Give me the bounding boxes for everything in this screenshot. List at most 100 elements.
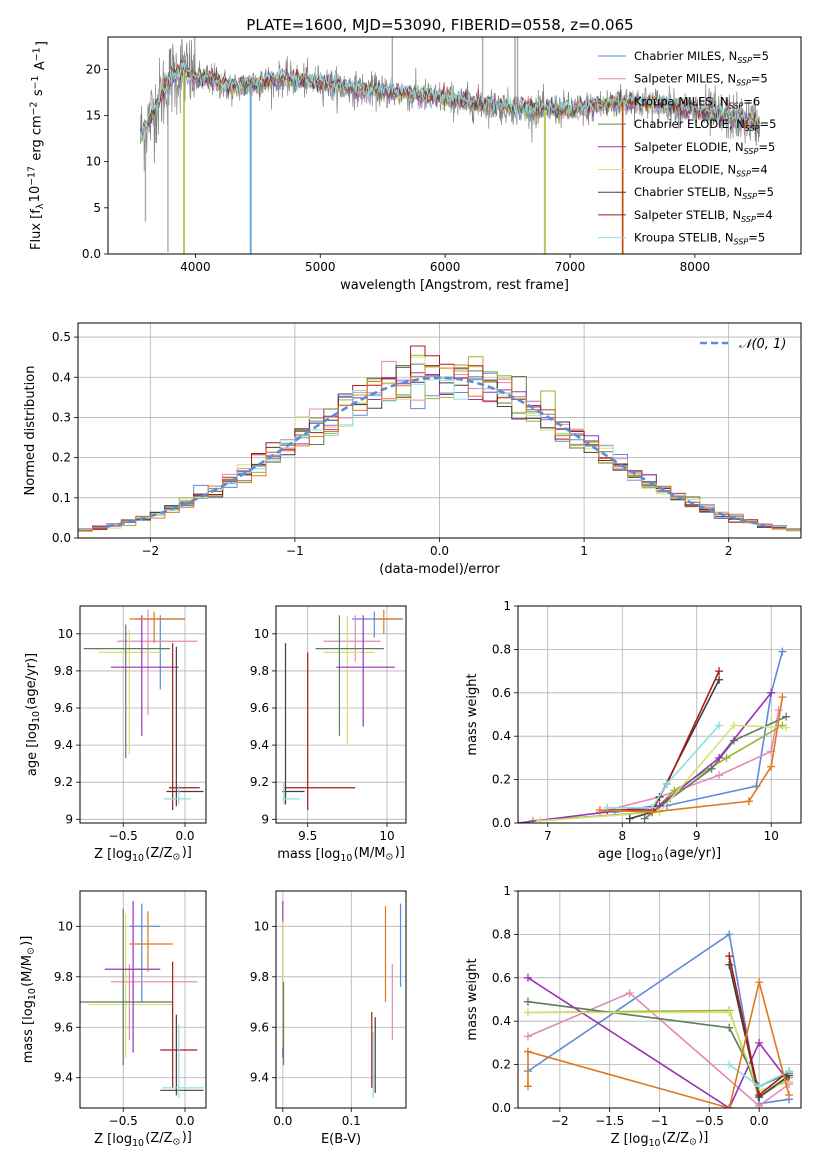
y-tick-label: 9.8: [250, 664, 269, 678]
errorbar-point: [88, 913, 173, 1058]
errorbar-point: [83, 624, 171, 759]
axes-border: [107, 36, 802, 255]
series-marker: [595, 805, 604, 814]
series-marker: [755, 978, 764, 987]
y-tick-label: 10: [254, 919, 269, 933]
axes-border: [79, 605, 207, 824]
series-line: [527, 1000, 790, 1088]
x-tick-label: 0.0: [430, 544, 449, 558]
series-line: [527, 981, 790, 1108]
y-axis-label: Flux [fλ 10−17 erg cm−2 s−1 A−1 ]: [27, 41, 50, 250]
axes-border: [77, 322, 802, 539]
x-tick-label: 8: [618, 829, 626, 843]
series-marker: [640, 814, 649, 823]
x-tick-label: −2: [551, 1114, 569, 1128]
x-axis-label: age [log10 (age/yr)]: [598, 846, 721, 864]
legend-label: Kroupa MILES, NSSP=6: [634, 94, 760, 110]
series-marker: [755, 1082, 764, 1091]
weight-vs-age-panel: 7 8 9 10 0.0 0.2 0.4 0.6 0.8 1 age [log10 (age/yr)…: [465, 599, 802, 864]
series-marker: [648, 808, 657, 817]
y-tick-label: 9.4: [250, 1071, 269, 1085]
x-tick-label: −0.5: [695, 1114, 724, 1128]
errorbar-point: [110, 615, 179, 736]
axes-frame: −0.5 0.0 9.4 9.6 9.8 10 Z [log10 (Z/Z⊙ )] mass …: [19, 890, 207, 1149]
errorbar-point: [168, 643, 200, 811]
series-marker: [744, 797, 753, 806]
x-axis-label: (data-model)/error: [379, 562, 500, 577]
y-tick-label: 0.8: [492, 927, 511, 941]
legend: 𝒩(0, 1): [700, 337, 786, 352]
axes-frame: 0.0 0.1 9.4 9.6 9.8 10 E(B-V): [250, 890, 407, 1147]
x-tick-label: −1: [286, 544, 304, 558]
plot-area: [80, 901, 204, 1098]
series-marker: [523, 973, 532, 982]
y-tick-label: 0.4: [52, 370, 71, 384]
legend-label: Salpeter MILES, NSSP=5: [634, 72, 768, 88]
y-axis-label: mass weight: [465, 958, 480, 1040]
series-marker: [778, 647, 787, 656]
legend-label: Chabrier MILES, NSSP=5: [634, 49, 769, 65]
plot-area: [282, 609, 403, 811]
plot-area: [83, 609, 204, 811]
y-tick-label: 0.2: [52, 451, 71, 465]
errorbar-point: [282, 782, 300, 805]
y-tick-label: 9: [65, 812, 73, 826]
x-tick-label: 4000: [180, 260, 211, 274]
plot-area: [282, 901, 402, 1098]
y-tick-label: 0.4: [492, 729, 511, 743]
x-axis-label: wavelength [Angstrom, rest frame]: [340, 278, 569, 293]
series-marker: [523, 1032, 532, 1041]
x-tick-label: 5000: [305, 260, 336, 274]
weight-series: [536, 721, 791, 823]
weight-series: [518, 688, 776, 823]
axes-frame: −2 −1 0.0 1 2 0.0 0.1 0.2 0.3 0.4 0.5 (data-model)/…: [23, 322, 802, 577]
series-line: [540, 724, 787, 822]
y-tick-label: 15: [86, 108, 101, 122]
plot-area: [78, 345, 801, 533]
errorbar-point: [315, 615, 384, 736]
y-tick-label: 9.2: [54, 775, 73, 789]
x-tick-label: 7: [544, 829, 552, 843]
series-marker: [715, 771, 724, 780]
y-tick-label: 0.0: [82, 247, 101, 261]
mass-vs-EBV-panel: 0.0 0.1 9.4 9.6 9.8 10 E(B-V): [250, 890, 407, 1147]
y-tick-label: 0.5: [52, 330, 71, 344]
y-tick-label: 10: [58, 627, 73, 641]
x-axis-label: Z [log10 (Z/Z⊙ )]: [611, 1130, 709, 1149]
weight-series: [523, 973, 794, 1108]
y-tick-label: 0.0: [492, 816, 511, 830]
axes-border: [517, 890, 802, 1109]
series-marker: [725, 1008, 734, 1017]
y-tick-label: 0.0: [52, 531, 71, 545]
series-marker: [523, 1082, 532, 1091]
y-tick-label: 0.6: [492, 971, 511, 985]
plot-area: [518, 647, 791, 823]
legend-label: Salpeter ELODIE, NSSP=5: [634, 140, 775, 156]
spectrum-panel: 4000 5000 6000 7000 8000 0.0 5 10 15 20 wavelength…: [27, 36, 802, 293]
y-tick-label: 9.6: [250, 1020, 269, 1034]
weight-vs-Z-panel: −2 −1.5 −1 −0.5 0.0 0.0 0.2 0.4 0.6 0.8 1 Z [log10 …: [465, 884, 802, 1149]
x-tick-label: 0.0: [175, 829, 194, 843]
x-tick-label: 10: [764, 829, 779, 843]
series-line: [527, 1009, 790, 1099]
errorbar-point: [129, 611, 185, 644]
x-axis-label: Z [log10 (Z/Z⊙ )]: [94, 1130, 192, 1149]
legend-label: Kroupa ELODIE, NSSP=4: [634, 163, 768, 179]
plot-area: [140, 37, 761, 254]
weight-series: [523, 978, 794, 1108]
x-tick-label: 9: [693, 829, 701, 843]
weight-series: [595, 693, 787, 817]
errorbar-point: [323, 615, 381, 662]
y-tick-label: 9.4: [54, 738, 73, 752]
series-marker: [715, 721, 724, 730]
errorbar-point: [282, 643, 305, 805]
y-tick-label: 9.6: [54, 1020, 73, 1034]
errorbar-point: [162, 1024, 204, 1098]
age-vs-mass-panel: 9.5 10 9 9.2 9.4 9.6 9.8 10 mass [log10 (M/M⊙ )]: [250, 605, 407, 864]
y-tick-label: 9.8: [250, 970, 269, 984]
x-tick-label: −0.5: [109, 829, 138, 843]
series-marker: [767, 762, 776, 771]
y-tick-label: 10: [58, 919, 73, 933]
x-tick-label: 0.0: [750, 1114, 769, 1128]
